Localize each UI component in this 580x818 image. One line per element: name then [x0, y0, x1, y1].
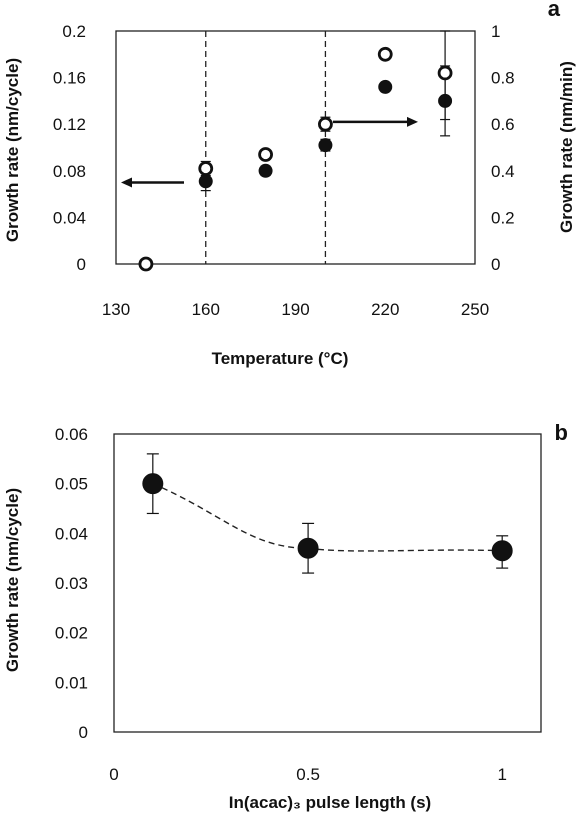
data-point-filled [198, 174, 213, 189]
panel-b-trendline [152, 483, 503, 552]
panel-a-y-ticks-left: 0 0.04 0.08 0.12 0.16 0.2 [53, 22, 86, 274]
y-tick-label: 0.01 [55, 673, 88, 692]
data-point-open [138, 256, 154, 272]
data-point-open [198, 161, 214, 176]
x-tick-label: 250 [461, 300, 489, 319]
x-tick-label: 160 [192, 300, 220, 319]
panel-a-y-axis-label-right: Growth rate (nm/min) [557, 61, 576, 233]
panel-a-x-axis-label: Temperature (°C) [212, 349, 349, 368]
panel-a-y-ticks-right: 0 0.2 0.4 0.6 0.8 1 [491, 22, 515, 274]
trendline-path [152, 483, 503, 552]
x-tick-label: 0.5 [296, 765, 320, 784]
x-tick-label: 190 [281, 300, 309, 319]
panel-a-arrows [121, 116, 418, 188]
y-tick-label-left: 0 [77, 255, 86, 274]
y-tick-label-left: 0.08 [53, 162, 86, 181]
panel-b-marks [142, 453, 513, 574]
data-point-filled [491, 540, 513, 562]
panel-a-label: a [548, 0, 561, 21]
x-tick-label: 130 [102, 300, 130, 319]
data-point-filled [378, 79, 393, 94]
data-point-filled [318, 138, 333, 153]
y-tick-label: 0.05 [55, 475, 88, 494]
arrow-right-head [407, 116, 418, 127]
x-tick-label: 0 [109, 765, 118, 784]
y-tick-label-right: 0.2 [491, 208, 515, 227]
y-tick-label: 0.03 [55, 574, 88, 593]
y-tick-label: 0.02 [55, 624, 88, 643]
y-tick-label-left: 0.12 [53, 115, 86, 134]
y-tick-label-left: 0.2 [62, 22, 86, 41]
x-tick-label: 1 [497, 765, 506, 784]
y-tick-label: 0.06 [55, 425, 88, 444]
y-tick-label-right: 0 [491, 255, 500, 274]
y-tick-label-right: 1 [491, 22, 500, 41]
y-tick-label-left: 0.04 [53, 208, 86, 227]
panel-b-label: b [555, 420, 568, 445]
data-point-filled [297, 537, 319, 559]
data-point-filled [142, 473, 164, 495]
arrow-left-head [121, 177, 132, 188]
x-tick-label: 220 [371, 300, 399, 319]
y-tick-label-left: 0.16 [53, 69, 86, 88]
panel-a-x-ticks: 130 160 190 220 250 [102, 300, 489, 319]
panel-b-x-axis-label: In(acac)₃ pulse length (s) [229, 793, 431, 812]
panel-a-marks [138, 30, 453, 272]
data-point-open [318, 116, 333, 132]
y-tick-label: 0.04 [55, 524, 88, 543]
panel-a-vlines [205, 31, 327, 264]
panel-b-y-ticks: 0 0.01 0.02 0.03 0.04 0.05 0.06 [55, 425, 88, 742]
panel-a-plot-frame [115, 30, 476, 265]
y-tick-label: 0 [79, 723, 88, 742]
data-point-open [258, 147, 273, 162]
y-tick-label-right: 0.8 [491, 69, 515, 88]
panel-b: b 0 0.5 1 00.010.020.030.040.050.06 In(aca… [3, 420, 568, 812]
panel-a-y-axis-label-left: Growth rate (nm/cycle) [3, 58, 22, 242]
data-point-open [377, 46, 393, 62]
data-point-open [437, 65, 453, 81]
panel-a: a 130 160 190 220 250 0 0.04 0.08 0.12 0.16 0.2 0… [3, 0, 576, 368]
panel-b-plot-frame [113, 433, 542, 733]
panel-b-y-axis-label: Growth rate (nm/cycle) [3, 488, 22, 672]
panel-b-x-ticks: 0 0.5 1 [109, 765, 507, 784]
y-tick-label-right: 0.6 [491, 115, 515, 134]
data-point-filled [258, 163, 273, 178]
y-tick-label-right: 0.4 [491, 162, 515, 181]
